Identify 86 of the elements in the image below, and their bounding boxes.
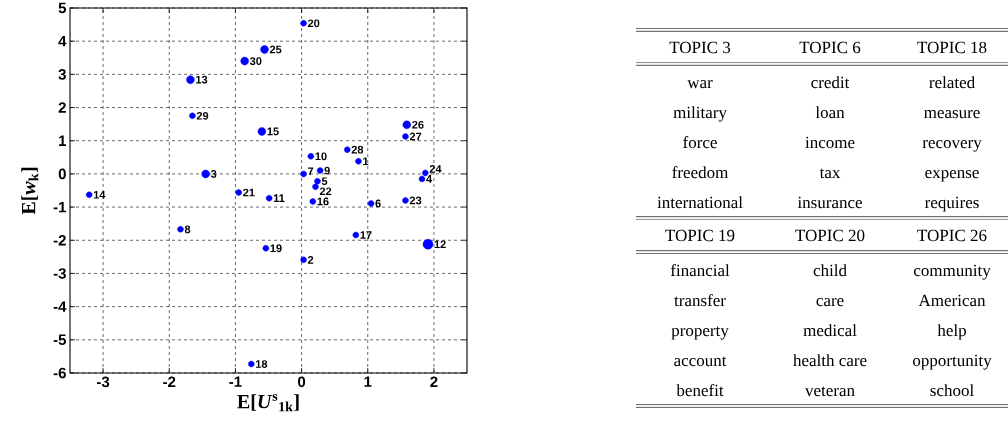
annotation: 22 [319, 187, 332, 196]
annotation: 9 [324, 166, 330, 175]
x-tick-label: -1 [229, 376, 242, 387]
text: war [687, 79, 713, 89]
text: help [937, 324, 966, 340]
text: transfer [674, 294, 726, 307]
text: account [674, 356, 727, 367]
text: TOPIC 20 [795, 229, 865, 242]
y-tick-label: 3 [58, 69, 66, 80]
annotation: 3 [210, 170, 217, 178]
text: freedom [672, 166, 729, 179]
annotation: 17 [360, 231, 372, 239]
annotation: 6 [375, 199, 381, 208]
annotation: 15 [267, 127, 279, 136]
y-tick-label: 5 [58, 2, 67, 14]
text: veteran [805, 386, 855, 397]
y-tick-label: 2 [58, 102, 66, 113]
text: TOPIC 26 [917, 229, 987, 242]
annotation: 23 [409, 196, 422, 205]
annotation: 8 [184, 225, 191, 234]
annotation: 24 [429, 165, 442, 173]
text: insurance [797, 196, 862, 209]
text: measure [924, 109, 980, 119]
text: TOPIC 19 [665, 229, 735, 242]
y-tick-label: -6 [53, 367, 66, 379]
annotation: 21 [243, 188, 255, 197]
annotation: 29 [196, 111, 209, 120]
text: credit [811, 76, 850, 89]
annotation: 1 [363, 157, 369, 166]
text: expense [925, 169, 979, 182]
annotation: 2 [307, 256, 314, 264]
x-axis-title: E[U$^{s}$$_{1k}$] [237, 394, 299, 412]
y-tick-label: 4 [58, 36, 67, 47]
x-tick-label: -3 [97, 376, 110, 388]
text: property [671, 326, 729, 340]
y-tick-label: 1 [59, 135, 67, 146]
text: TOPIC 3 [669, 41, 731, 54]
text: related [929, 76, 975, 89]
y-axis-title: E[w$_{k}$] [21, 167, 39, 215]
annotation: 7 [308, 167, 314, 175]
text: medical [803, 324, 857, 337]
annotation: 18 [255, 360, 268, 368]
x-tick-label: 0 [298, 376, 306, 388]
text: American [918, 294, 986, 307]
text: community [913, 264, 991, 280]
annotation: 26 [412, 120, 424, 129]
annotation: 14 [93, 191, 106, 199]
annotation: 30 [249, 57, 262, 65]
annotation: 13 [196, 75, 208, 84]
y-tick-label: -5 [53, 334, 67, 346]
x-tick-label: 2 [430, 376, 438, 388]
y-tick-label: -3 [53, 268, 66, 279]
text: child [813, 264, 847, 277]
text: income [805, 136, 855, 149]
text: force [683, 136, 717, 149]
annotation: 12 [434, 240, 446, 249]
y-tick-label: -1 [53, 201, 67, 213]
text: international [657, 196, 743, 209]
annotation: 10 [315, 152, 327, 161]
text: benefit [676, 384, 724, 397]
annotation: 20 [307, 19, 320, 28]
text: requires [924, 196, 979, 212]
text: financial [670, 264, 730, 277]
x-tick-label: -2 [163, 376, 176, 388]
text: TOPIC 6 [799, 41, 861, 54]
text: school [930, 384, 974, 397]
annotation: 4 [426, 175, 433, 183]
text: tax [819, 168, 841, 179]
x-tick-label: 1 [364, 376, 372, 387]
annotation: 27 [409, 132, 422, 141]
y-tick-label: -2 [53, 235, 66, 246]
annotation: 28 [351, 145, 364, 154]
text: opportunity [912, 354, 992, 370]
annotation: 11 [273, 194, 285, 202]
annotation: 5 [321, 177, 328, 186]
text: TOPIC 18 [917, 41, 987, 54]
text: loan [815, 106, 845, 119]
text: health care [793, 354, 867, 367]
annotation: 25 [269, 45, 282, 54]
annotation: 16 [317, 197, 329, 206]
annotation: 19 [270, 244, 282, 253]
text: care [816, 297, 844, 307]
text: recovery [922, 139, 982, 152]
text: military [673, 106, 727, 122]
y-tick-label: -4 [53, 301, 67, 312]
y-tick-label: 0 [58, 168, 66, 180]
